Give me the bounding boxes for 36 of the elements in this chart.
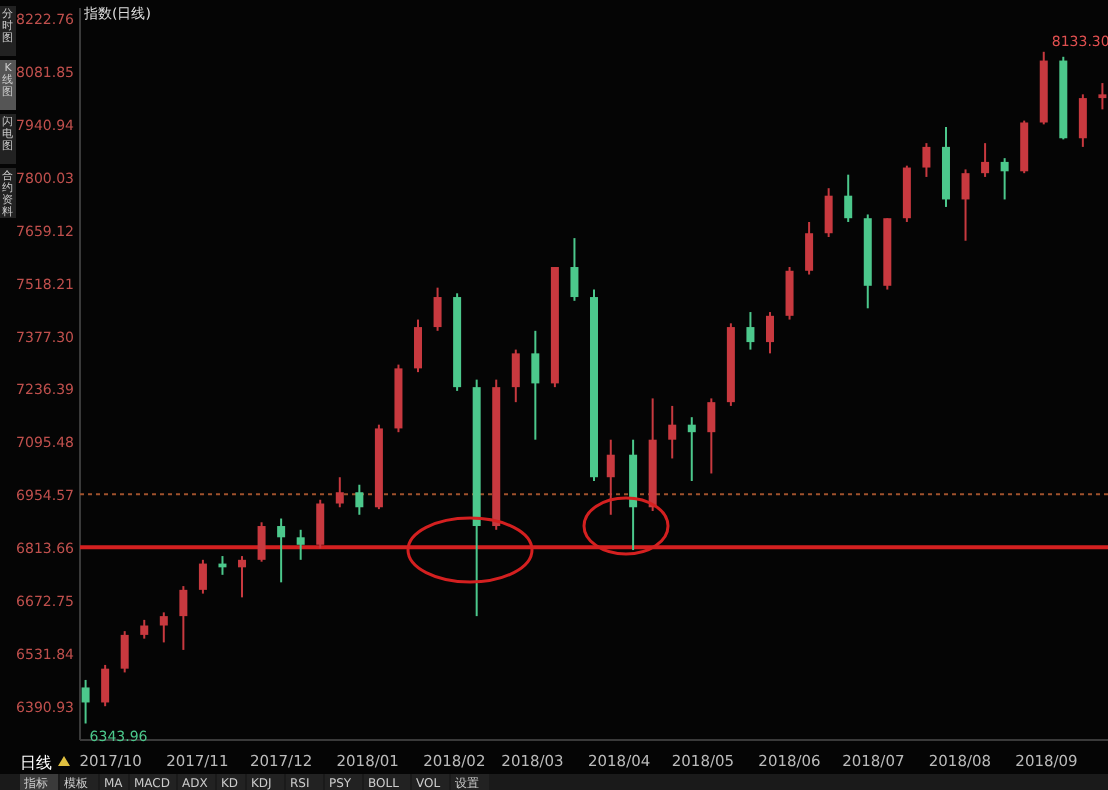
candlestick: [746, 311, 755, 351]
candlestick: [355, 483, 364, 516]
candlestick: [335, 476, 344, 509]
candlestick: [81, 678, 90, 725]
candlestick: [606, 438, 615, 516]
candlestick: [433, 286, 442, 332]
candlestick: [179, 585, 188, 651]
text: 日线: [20, 754, 52, 772]
candlestick: [668, 404, 677, 460]
candlestick: [120, 630, 129, 674]
candlestick: [1078, 93, 1087, 148]
candlestick: [511, 348, 520, 404]
candlestick: [765, 311, 774, 355]
candlestick: [531, 329, 540, 441]
candlestick: [296, 528, 305, 561]
candlestick: [414, 318, 423, 374]
candlestick: [277, 517, 286, 584]
candlestick: [570, 237, 579, 302]
candlestick: [140, 618, 149, 640]
candlestick: [687, 416, 696, 482]
candlestick: [1000, 157, 1009, 201]
candlestick: [238, 555, 247, 599]
candlestick: [785, 266, 794, 321]
candlestick: [316, 498, 325, 550]
candlestick: [159, 611, 168, 644]
candlestick: [101, 663, 110, 708]
candlestick: [198, 558, 207, 595]
candlestick: [805, 220, 814, 276]
candlestick: [824, 187, 833, 238]
candlestick: [981, 142, 990, 178]
candlestick: [922, 142, 931, 178]
candlestick: [961, 168, 970, 242]
candlestick: [844, 173, 853, 223]
candlestick: [1098, 82, 1107, 111]
candlestick: [707, 397, 716, 475]
candlestick: [257, 521, 266, 563]
